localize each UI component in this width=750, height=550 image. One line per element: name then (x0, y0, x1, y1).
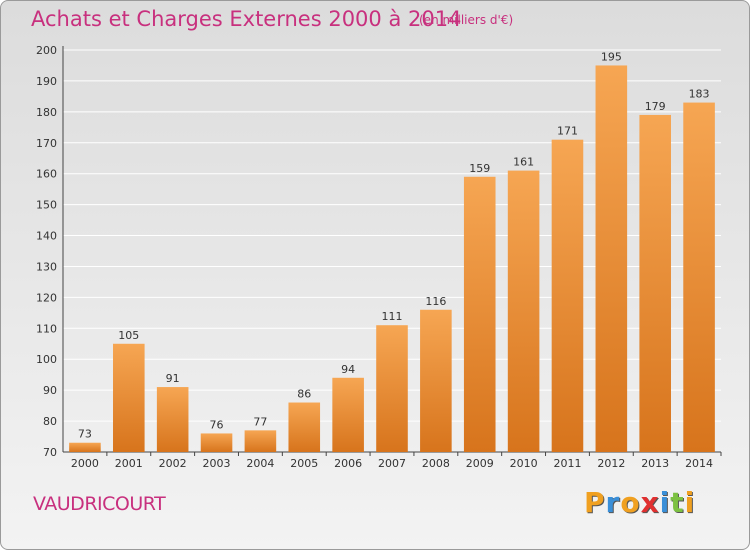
data-label-2002: 91 (166, 372, 180, 385)
bar-2003 (200, 433, 233, 452)
bar-2001 (113, 343, 145, 452)
data-label-2013: 179 (645, 100, 666, 113)
data-label-2004: 77 (253, 415, 267, 428)
bar-2002 (156, 387, 189, 452)
logo-letter: x (640, 486, 660, 519)
y-tick-label: 80 (43, 415, 57, 428)
bar-2011 (551, 139, 584, 452)
data-label-2008: 116 (425, 295, 446, 308)
proxiti-logo[interactable]: Proxiti (584, 486, 695, 519)
x-tick-label-2005: 2005 (290, 457, 318, 470)
x-tick-label-2002: 2002 (159, 457, 187, 470)
axes: 7080901001101201301401501601701801902002… (36, 44, 722, 470)
bar-2005 (288, 402, 321, 452)
bar-2014 (683, 102, 715, 453)
data-label-2001: 105 (118, 329, 139, 342)
x-tick-label-2006: 2006 (334, 457, 362, 470)
bar-2012 (595, 65, 628, 452)
data-label-2005: 86 (297, 388, 311, 401)
x-tick-label-2003: 2003 (203, 457, 231, 470)
data-labels: 73 105 91 76 77 86 94 111 116 159 161 171 195 179 183 (78, 50, 710, 440)
x-tick-label-2012: 2012 (597, 457, 625, 470)
y-tick-label: 190 (36, 75, 57, 88)
data-label-2003: 76 (210, 418, 224, 431)
y-tick-label: 120 (36, 291, 57, 304)
y-tick-label: 100 (36, 353, 57, 366)
bar-2007 (376, 325, 408, 452)
logo-letter: i (659, 486, 671, 519)
x-tick-label-2014: 2014 (685, 457, 713, 470)
logo-letter: r (605, 486, 621, 519)
chart-title: Achats et Charges Externes 2000 à 2014 (31, 7, 462, 31)
y-tick-label: 150 (36, 199, 57, 212)
x-tick-label-2011: 2011 (553, 457, 581, 470)
bar-2010 (507, 170, 540, 452)
y-tick-label: 130 (36, 260, 57, 273)
logo-letter: t (670, 486, 685, 519)
logo-letter: o (620, 486, 641, 519)
x-tick-label-2009: 2009 (466, 457, 494, 470)
logo-letter: P (584, 486, 606, 519)
bar-2013 (639, 114, 671, 452)
bar-2000 (69, 442, 101, 452)
x-tick-label-2004: 2004 (246, 457, 274, 470)
data-label-2010: 161 (513, 156, 534, 169)
x-tick-label-2008: 2008 (422, 457, 450, 470)
y-tick-label: 110 (36, 322, 57, 335)
logo-letter: i (684, 486, 696, 519)
chart-subtitle: (en milliers d'€) (419, 13, 514, 27)
y-tick-label: 180 (36, 106, 57, 119)
data-label-2012: 195 (601, 50, 622, 63)
x-tick-label-2000: 2000 (71, 457, 99, 470)
x-tick-label-2007: 2007 (378, 457, 406, 470)
y-tick-label: 90 (43, 384, 57, 397)
data-label-2007: 111 (382, 310, 403, 323)
bar-2004 (244, 430, 277, 452)
bar-2006 (332, 377, 364, 452)
place-name: VAUDRICOURT (33, 493, 166, 515)
y-tick-label: 170 (36, 137, 57, 150)
data-label-2006: 94 (341, 363, 355, 376)
y-tick-label: 160 (36, 168, 57, 181)
data-label-2000: 73 (78, 428, 92, 441)
bar-2008 (420, 309, 452, 452)
data-label-2014: 183 (689, 88, 710, 101)
x-tick-label-2001: 2001 (115, 457, 143, 470)
data-label-2009: 159 (469, 162, 490, 175)
y-tick-label: 70 (43, 446, 57, 459)
y-tick-label: 140 (36, 230, 57, 243)
y-tick-label: 200 (36, 44, 57, 57)
bar-2009 (463, 176, 496, 453)
x-tick-label-2010: 2010 (510, 457, 538, 470)
data-label-2011: 171 (557, 125, 578, 138)
x-tick-label-2013: 2013 (641, 457, 669, 470)
bars (69, 65, 715, 453)
